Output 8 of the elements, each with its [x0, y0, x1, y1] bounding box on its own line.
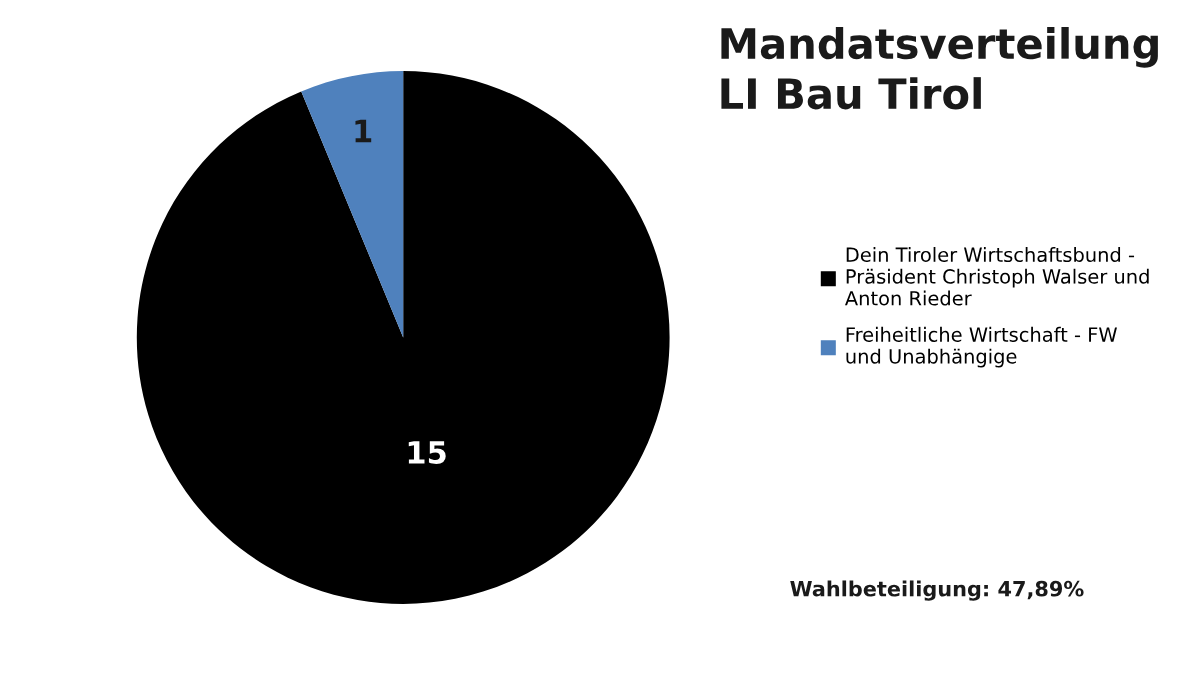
legend-label: Freiheitliche Wirtschaft - FW und Unabhängige: [846, 326, 1117, 368]
text: Wahlbeteiligung: 47,89%: [790, 580, 1084, 601]
pie-slice: [301, 71, 404, 338]
legend-label: Dein Tiroler Wirtschaftsbund - Präsident Christoph Walser und Anton Rieder: [844, 247, 1149, 306]
chart-title: Mandatsverteilung LI Bau Tirol: [721, 27, 1158, 110]
data-label: 1: [355, 119, 372, 143]
pie-slice: [136, 71, 670, 604]
data-label: 15: [408, 441, 446, 464]
